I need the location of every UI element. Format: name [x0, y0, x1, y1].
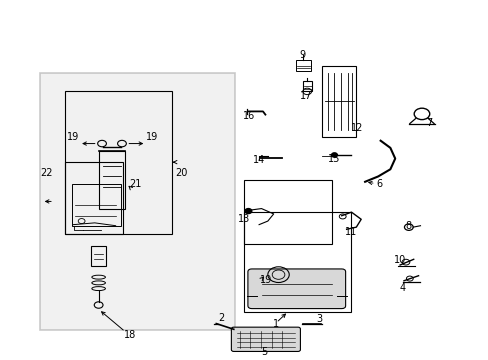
Text: 14: 14 — [252, 156, 264, 165]
Text: 1: 1 — [272, 319, 279, 329]
Bar — [99, 152, 125, 208]
Bar — [302, 81, 311, 91]
Text: 20: 20 — [175, 168, 187, 178]
Text: 9: 9 — [299, 50, 305, 60]
Text: 12: 12 — [350, 123, 363, 133]
Text: 2: 2 — [218, 312, 224, 323]
Text: 19: 19 — [146, 132, 158, 142]
Bar — [244, 212, 351, 312]
Text: 3: 3 — [316, 314, 322, 324]
Text: 15: 15 — [327, 154, 340, 163]
Text: 5: 5 — [260, 347, 266, 357]
Bar — [40, 73, 234, 330]
Text: 4: 4 — [399, 283, 405, 293]
Text: 13: 13 — [238, 214, 250, 224]
Text: 18: 18 — [124, 330, 136, 341]
Text: 19: 19 — [67, 132, 80, 142]
Text: 16: 16 — [243, 111, 255, 121]
Bar — [322, 66, 356, 137]
Text: 10: 10 — [393, 255, 406, 265]
Text: 17: 17 — [300, 91, 312, 101]
Text: 6: 6 — [376, 179, 382, 189]
Bar — [72, 184, 120, 226]
FancyBboxPatch shape — [247, 269, 345, 309]
Circle shape — [244, 208, 251, 213]
Text: 8: 8 — [405, 221, 411, 231]
Circle shape — [331, 153, 337, 157]
Text: 7: 7 — [425, 118, 431, 128]
Bar — [64, 91, 171, 234]
Text: 21: 21 — [129, 179, 141, 189]
Bar — [64, 162, 122, 234]
Text: 22: 22 — [40, 168, 52, 178]
Text: 19: 19 — [260, 275, 272, 285]
FancyBboxPatch shape — [231, 327, 300, 351]
Bar — [91, 246, 106, 266]
Text: 11: 11 — [345, 227, 357, 237]
Bar — [295, 60, 310, 71]
Bar — [244, 180, 331, 244]
